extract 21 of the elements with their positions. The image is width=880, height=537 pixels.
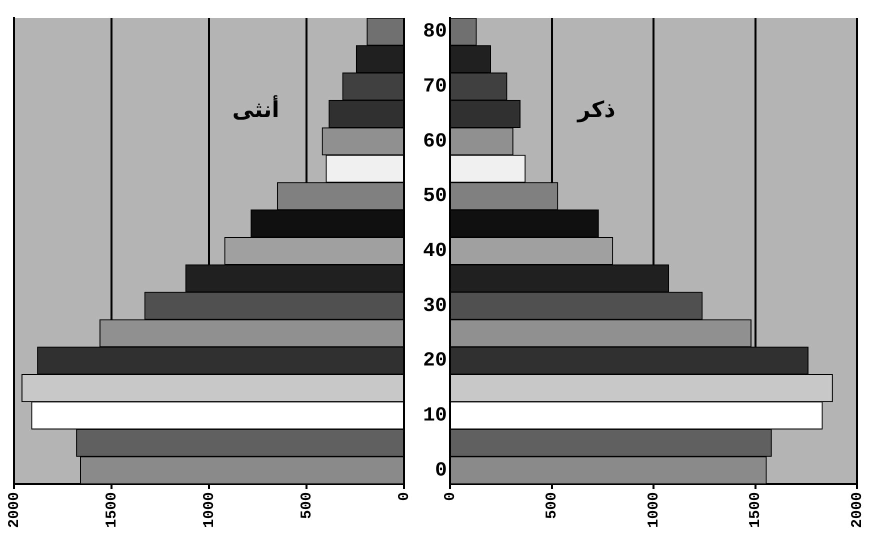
x-tick-label: 2000: [6, 492, 23, 528]
x-tick-label: 2000: [848, 492, 866, 528]
y-tick-label: 20: [422, 350, 448, 373]
x-tick-label: 1500: [103, 492, 120, 528]
y-tick-label: 80: [422, 20, 448, 44]
annotation: ذكر: [576, 98, 616, 123]
x-tick-label: 1000: [200, 492, 218, 528]
y-tick-label: 50: [422, 185, 448, 208]
y-tick-label: 60: [422, 130, 448, 154]
x-tick-label: 0: [442, 492, 459, 502]
y-tick-label: 40: [422, 240, 448, 264]
annotation: أنثى: [232, 94, 280, 123]
x-tick-label: 500: [544, 492, 561, 520]
y-tick-label: 0: [434, 459, 448, 482]
x-tick-label: 1500: [747, 492, 764, 528]
x-tick-label: 0: [396, 492, 413, 502]
y-tick-label: 10: [422, 404, 448, 428]
x-tick-label: 1000: [645, 492, 662, 528]
x-tick-label: 500: [298, 492, 316, 520]
y-tick-label: 30: [422, 294, 448, 318]
y-tick-label: 70: [422, 76, 448, 99]
